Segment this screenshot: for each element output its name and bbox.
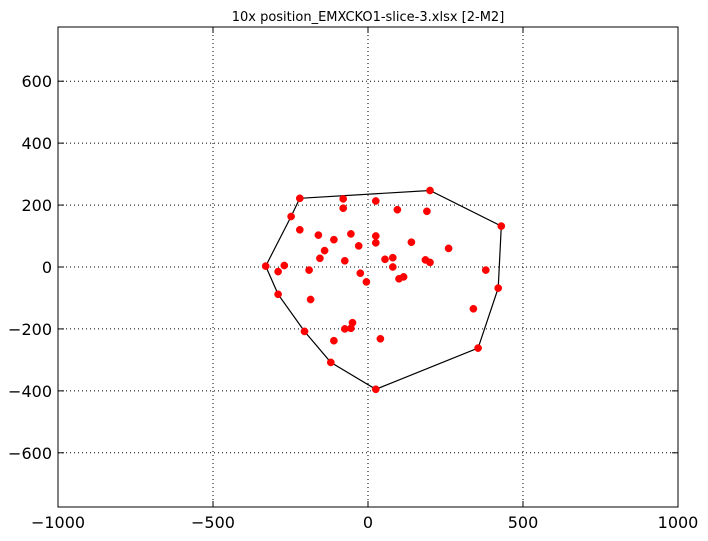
y-tick-label: −200 [8,320,52,339]
data-point [393,205,402,214]
data-point [339,204,348,213]
data-point [388,253,397,262]
data-point [326,358,335,367]
data-point [340,256,349,265]
data-point [274,290,282,299]
data-point [339,195,348,203]
data-point [300,327,309,336]
data-point [381,255,389,264]
data-point [474,344,482,352]
convex-hull [265,189,502,390]
data-point [376,334,385,343]
x-tick-label: 500 [508,513,539,532]
data-point [371,197,380,205]
data-point [287,212,295,221]
data-point [362,278,371,286]
data-point [261,262,270,270]
data-point [295,194,304,203]
data-point [469,304,478,313]
data-point [371,238,380,247]
data-point [314,231,323,239]
data-point [388,263,397,271]
data-point [481,266,490,274]
data-point [497,222,506,230]
data-point [494,284,503,292]
data-point [295,225,304,234]
x-tick-label: −1000 [31,513,85,532]
data-point [280,261,289,270]
y-tick-label: 600 [21,72,52,91]
data-point [444,244,453,253]
data-point [395,274,403,283]
y-tick-label: 0 [42,258,52,277]
data-point [305,266,313,274]
chart-title: 10x position_EMXCKO1-slice-3.xlsx [2-M2] [232,10,505,25]
data-point [354,242,363,250]
x-tick-label: 0 [363,513,373,532]
data-point [371,385,380,394]
data-point [347,230,355,238]
x-tick-label: −500 [191,513,235,532]
data-point [274,267,282,276]
data-point [330,235,338,244]
data-point [371,232,380,240]
axis-ticks: −1000 −500 0 500 1000 −600 −400 −200 0 200 400 600 [8,27,698,532]
data-point [320,246,329,255]
hull-line [265,189,502,390]
y-tick-label: 200 [21,196,52,215]
data-point [426,258,434,267]
data-point [347,324,355,333]
y-tick-label: 400 [21,134,52,153]
data-points [261,186,506,394]
data-point [306,295,315,304]
data-point [330,336,338,345]
grid-lines [57,27,679,507]
data-point [407,238,416,247]
x-tick-label: 1000 [658,513,699,532]
data-point [426,186,434,195]
data-point [316,254,324,263]
data-point [356,269,365,278]
data-point [423,207,431,216]
y-tick-label: −400 [8,382,52,401]
y-tick-label: −600 [8,444,52,463]
